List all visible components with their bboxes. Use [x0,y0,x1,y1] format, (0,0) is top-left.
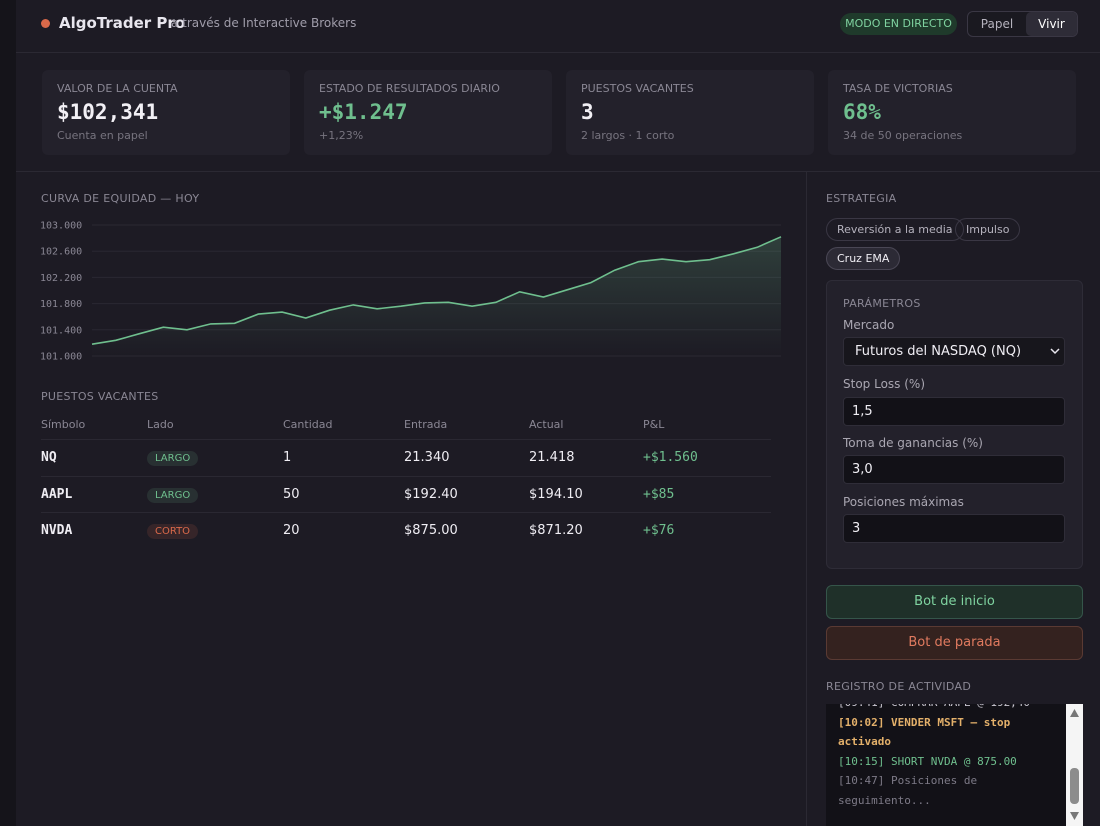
symbol: NQ [41,450,57,465]
stat-value: 3 [581,100,594,124]
cell: 21.418 [529,450,575,465]
log-entry: [10:47] Posiciones de seguimiento... [838,774,978,807]
stat-card: PUESTOS VACANTES 3 2 largos · 1 corto [566,70,814,155]
divider [16,171,1100,172]
divider [806,172,807,826]
cell: 50 [283,486,300,502]
mode-badge: MODO EN DIRECTO [840,13,957,35]
column-header: Lado [147,418,174,431]
cell: $192.40 [404,486,458,502]
field-label: Posiciones máximas [843,495,964,509]
y-tick-label: 101.000 [40,352,82,363]
table-title: PUESTOS VACANTES [41,390,159,403]
log-entry: [10:15] SHORT NVDA @ 875.00 [838,754,1017,768]
field-label: Toma de ganancias (%) [843,436,983,450]
stat-label: TASA DE VICTORIAS [843,82,953,95]
chevron [1050,348,1060,355]
input[interactable]: 3 [843,514,1065,543]
equity-chart: 101.000 101.400 101.800 102.200 102.600 103.0… [40,221,782,363]
column-header: P&L [643,418,665,431]
chart-title: CURVA DE EQUIDAD — HOY [41,192,200,205]
side-badge: LARGO [147,451,199,466]
params-title: PARÁMETROS [843,297,921,310]
scroll-up [1070,709,1079,717]
y-tick-label: 101.800 [40,299,82,310]
log-entry: [09:41] COMPRAR AAPL @ 192,40 [838,704,1063,713]
stop-button[interactable]: Bot de parada [826,626,1083,660]
equity-area [92,236,781,356]
mode-toggle: Papel Vivir [967,11,1078,37]
stat-value: +$1.247 [319,100,408,124]
column-header: Actual [529,418,564,431]
cell: +$1.560 [643,450,698,465]
column-header: Cantidad [283,418,333,431]
stat-value: 68% [843,100,881,124]
strategy-chip[interactable]: Cruz EMA [826,247,901,270]
row-divider [41,439,771,440]
market-select[interactable]: Futuros del NASDAQ (NQ) [843,337,1065,366]
stat-sub: +1,23% [319,129,364,142]
input[interactable]: 1,5 [843,397,1065,426]
y-tick-label: 103.000 [40,221,82,232]
input[interactable]: 3,0 [843,455,1065,484]
stat-sub: Cuenta en papel [57,129,148,142]
log-title: REGISTRO DE ACTIVIDAD [826,680,972,693]
strategy-title: ESTRATEGIA [826,192,897,205]
divider [16,52,1100,53]
symbol: AAPL [41,486,73,502]
status-dot [41,19,50,28]
field-label: Mercado [843,318,895,332]
strategy-chip[interactable]: Impulso [955,218,1021,241]
app-subtitle: a través de Interactive Brokers [171,16,357,30]
row-divider [41,512,771,513]
field-label: Stop Loss (%) [843,377,925,391]
side-badge: LARGO [147,487,199,503]
stat-card: TASA DE VICTORIAS 68% 34 de 50 operaciones [828,70,1076,155]
app-title: AlgoTrader Pro [59,14,186,32]
stat-value: $102,341 [57,100,159,124]
symbol: NVDA [41,523,73,538]
cell: 21.340 [404,450,450,465]
cell: 1 [283,450,292,465]
y-tick-label: 102.600 [40,247,82,258]
side-badge: CORTO [147,524,199,539]
start-button[interactable]: Bot de inicio [826,585,1083,619]
scroll-down [1070,812,1079,820]
equity-line [91,236,782,345]
cell: $875.00 [404,523,458,538]
stat-sub: 34 de 50 operaciones [843,129,963,142]
activity-log: [09:41] COMPRAR AAPL @ 192,40 [10:02] VEN… [826,704,1083,826]
stat-label: VALOR DE LA CUENTA [57,82,178,95]
toggle-option[interactable]: Vivir [1026,12,1077,36]
side-strip [0,0,16,826]
toggle-option[interactable]: Papel [980,17,1014,31]
stat-card: ESTADO DE RESULTADOS DIARIO +$1.247 +1,23% [304,70,552,155]
cell: +$85 [643,486,675,502]
log-entry: [10:02] VENDER MSFT — stop activado [838,715,1011,749]
cell: 20 [283,523,300,538]
cell: +$76 [643,523,675,538]
stat-sub: 2 largos · 1 corto [581,129,675,142]
stat-card: VALOR DE LA CUENTA $102,341 Cuenta en pape… [42,70,290,155]
stat-label: ESTADO DE RESULTADOS DIARIO [319,82,500,95]
select-value: Futuros del NASDAQ (NQ) [855,344,1022,359]
stat-label: PUESTOS VACANTES [581,82,694,95]
y-tick-label: 102.200 [40,273,82,284]
cell: $871.20 [529,523,583,538]
column-header: Entrada [404,418,448,431]
scrollbar[interactable] [1066,704,1083,826]
column-header: Símbolo [41,418,86,431]
cell: $194.10 [529,486,583,502]
y-tick-label: 101.400 [40,325,82,336]
strategy-chip[interactable]: Reversión a la media [826,218,964,241]
scroll-thumb [1070,768,1079,804]
row-divider [41,475,771,477]
